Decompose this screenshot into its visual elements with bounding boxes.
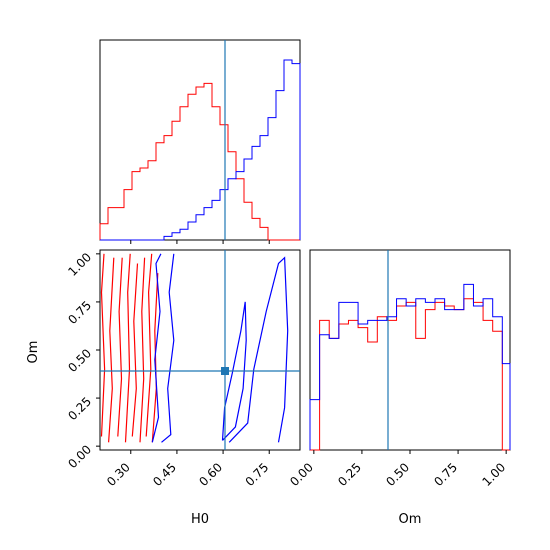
contour-series_a-5	[131, 263, 139, 437]
h0-marginal-panel	[99, 39, 301, 241]
om-x-tick-label-2: 0.25	[335, 460, 364, 489]
om-y-tick-label-2: 0.25	[65, 394, 94, 423]
contour-series_a-3	[117, 257, 123, 437]
h0-hist-series-2	[100, 59, 301, 241]
om-x-tick-label-4: 0.75	[431, 460, 460, 489]
h0-x-axis-label: H0	[191, 512, 209, 527]
h0-tick-label-2: 0.45	[150, 460, 179, 489]
contour-series_a-4	[124, 253, 131, 443]
h0-marginal-ticks	[130, 240, 270, 244]
contour-series_a-7	[145, 253, 153, 437]
om-x-axis-label: Om	[399, 512, 422, 527]
contour-series_b-4	[228, 256, 289, 443]
om-marginal-frame	[309, 249, 511, 451]
h0-tick-label-4: 0.75	[243, 460, 272, 489]
contour-series_b-3	[221, 301, 247, 441]
om-y-axis-label: Om	[26, 341, 41, 364]
contour-series_a-1	[100, 253, 106, 437]
joint-panel	[99, 249, 301, 451]
contour-series_a-8	[151, 273, 159, 443]
om-y-tick-label-3: 0.50	[65, 346, 94, 375]
contour-series_a-2	[108, 257, 115, 443]
om-y-tick-label-5: 1.00	[65, 250, 94, 279]
joint-truth-marker	[221, 367, 229, 375]
om-x-tick-label-1: 0.00	[287, 460, 316, 489]
contour-series_b-2	[161, 253, 175, 443]
h0-tick-label-1: 0.30	[104, 460, 133, 489]
om-hist-series-1	[310, 298, 510, 451]
h0-axis-ticks: 0.30 0.45 0.60 0.75	[104, 450, 271, 489]
om-histograms	[309, 283, 511, 451]
om-x-tick-label-5: 1.00	[479, 460, 508, 489]
h0-tick-label-3: 0.60	[196, 460, 225, 489]
om-marginal-panel	[309, 249, 511, 451]
joint-contours	[100, 253, 289, 443]
contour-series_a-6	[139, 257, 146, 443]
om-hist-series-2	[309, 283, 511, 450]
h0-marginal-frame	[99, 39, 301, 241]
h0-histograms	[99, 59, 301, 241]
om-axis-ticks: 0.00 0.25 0.50 0.75 1.00	[287, 450, 508, 489]
om-x-tick-label-3: 0.50	[383, 460, 412, 489]
joint-frame	[99, 249, 301, 451]
om-y-axis-ticks: 0.00 0.25 0.50 0.75 1.00	[65, 250, 100, 471]
h0-hist-series-1	[99, 82, 300, 241]
om-y-tick-label-4: 0.75	[65, 298, 94, 327]
contour-series_b-1	[151, 253, 162, 443]
om-y-tick-label-1: 0.00	[65, 442, 94, 471]
